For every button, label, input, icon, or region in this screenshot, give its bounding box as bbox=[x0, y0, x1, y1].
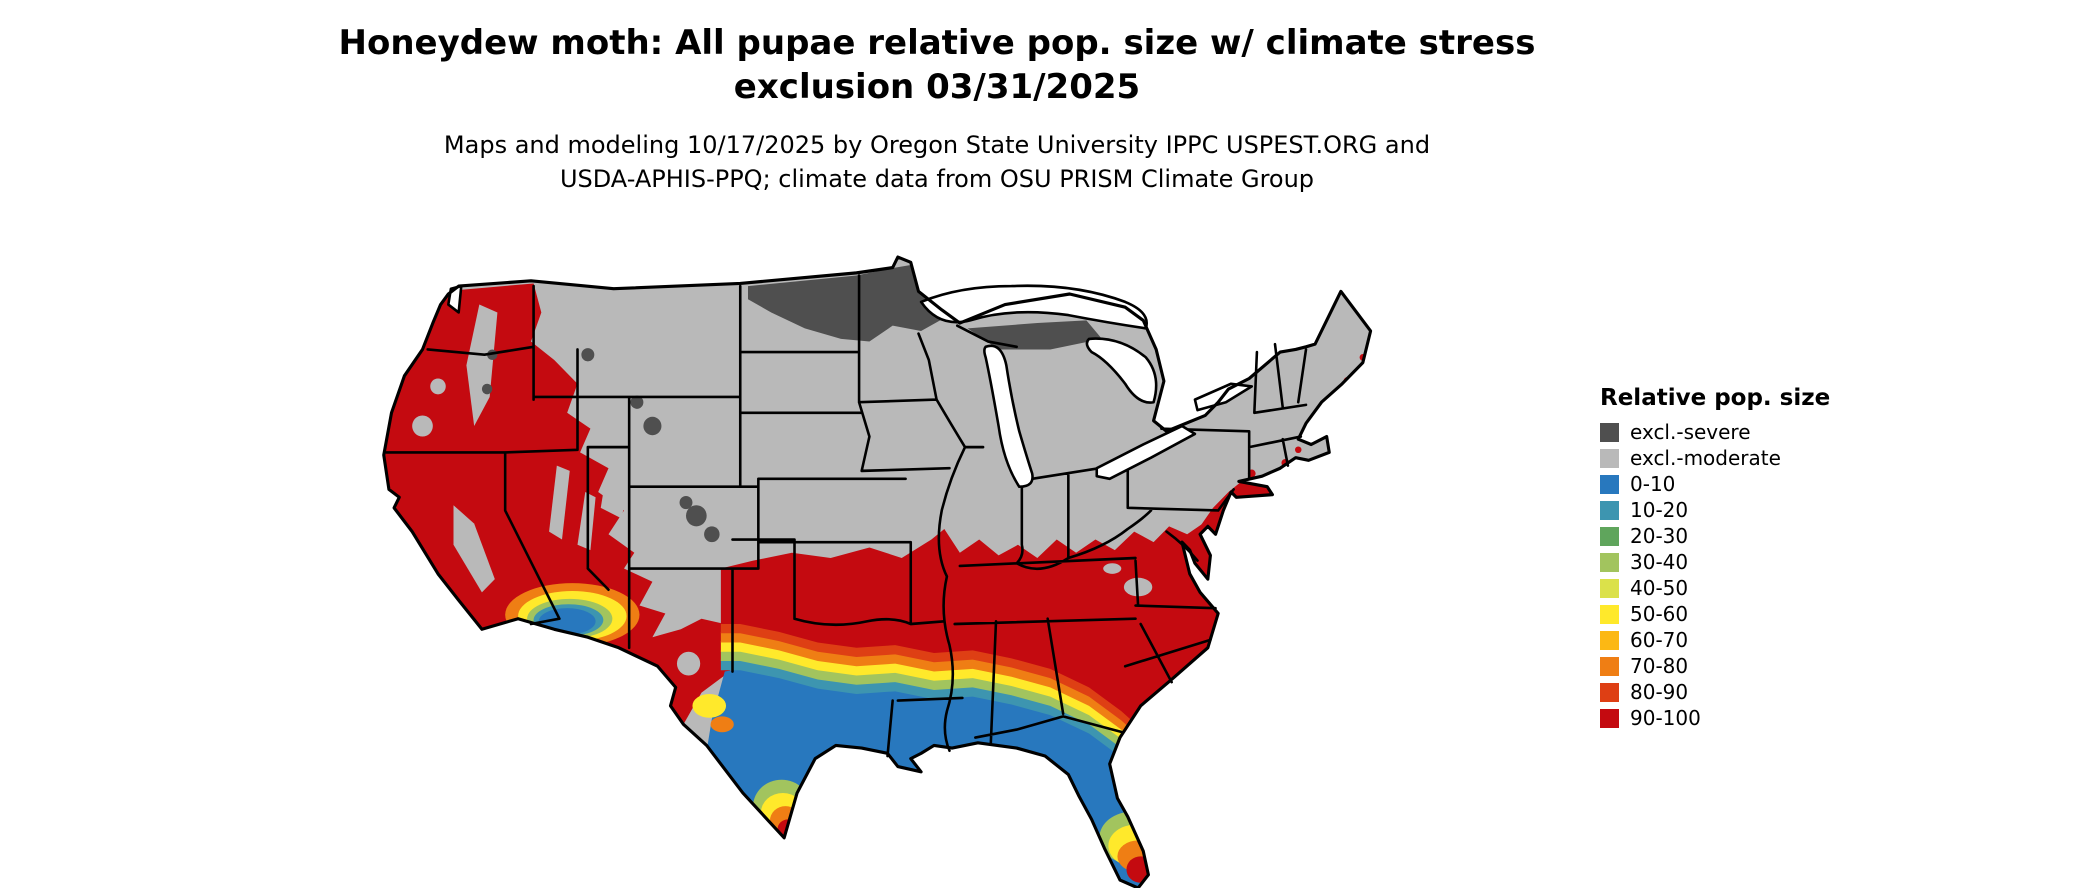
lake-huron bbox=[1085, 337, 1158, 404]
legend-swatch-70-80 bbox=[1600, 657, 1619, 676]
page-title: Honeydew moth: All pupae relative pop. s… bbox=[337, 22, 1537, 109]
legend-label: 40-50 bbox=[1630, 576, 1689, 600]
legend-item: 80-90 bbox=[1600, 680, 1830, 704]
legend-label: 70-80 bbox=[1630, 654, 1689, 678]
subtitle-line-1: Maps and modeling 10/17/2025 by Oregon S… bbox=[443, 131, 1431, 160]
us-outline bbox=[382, 255, 1373, 888]
lake-erie bbox=[1095, 424, 1197, 481]
legend-item: 60-70 bbox=[1600, 628, 1830, 652]
legend-swatch-80-90 bbox=[1600, 683, 1619, 702]
lake-michigan bbox=[983, 344, 1034, 489]
legend-item: 0-10 bbox=[1600, 472, 1830, 496]
legend-swatch-excl-moderate bbox=[1600, 449, 1619, 468]
region-southeast-90-100 bbox=[720, 523, 1257, 816]
region-excl-severe bbox=[481, 264, 1102, 543]
region-south-florida-bullseye bbox=[1099, 811, 1167, 883]
title-line-1: Honeydew moth: All pupae relative pop. s… bbox=[338, 23, 1536, 63]
legend-item: 10-20 bbox=[1600, 498, 1830, 522]
legend-item: 40-50 bbox=[1600, 576, 1830, 600]
header: Honeydew moth: All pupae relative pop. s… bbox=[337, 22, 1537, 196]
legend-label: 60-70 bbox=[1630, 628, 1689, 652]
legend-item: 50-60 bbox=[1600, 602, 1830, 626]
region-bigbend-orange bbox=[710, 716, 734, 733]
legend-label: 20-30 bbox=[1630, 524, 1689, 548]
legend-label: 80-90 bbox=[1630, 680, 1689, 704]
legend-item: 20-30 bbox=[1600, 524, 1830, 548]
legend-swatch-20-30 bbox=[1600, 527, 1619, 546]
legend-swatch-60-70 bbox=[1600, 631, 1619, 650]
legend-swatch-50-60 bbox=[1600, 605, 1619, 624]
legend-swatch-excl-severe bbox=[1600, 423, 1619, 442]
legend-swatch-90-100 bbox=[1600, 709, 1619, 728]
legend-item: excl.-severe bbox=[1600, 420, 1830, 444]
region-arizona-bullseye bbox=[505, 583, 640, 647]
legend-label: 50-60 bbox=[1630, 602, 1689, 626]
legend-swatch-10-20 bbox=[1600, 501, 1619, 520]
legend-swatch-40-50 bbox=[1600, 579, 1619, 598]
region-south-0-10 bbox=[688, 668, 1232, 888]
legend-swatch-30-40 bbox=[1600, 553, 1619, 572]
legend: Relative pop. size excl.-severe excl.-mo… bbox=[1600, 385, 1830, 735]
legend-swatch-0-10 bbox=[1600, 475, 1619, 494]
state-borders bbox=[385, 274, 1308, 758]
great-lakes bbox=[447, 284, 1254, 489]
title-line-2: exclusion 03/31/2025 bbox=[733, 66, 1141, 107]
legend-item: 70-80 bbox=[1600, 654, 1830, 678]
region-bigbend-yellow bbox=[692, 693, 727, 718]
legend-label: 90-100 bbox=[1630, 706, 1701, 730]
subtitle-line-2: USDA-APHIS-PPQ; climate data from OSU PR… bbox=[559, 164, 1315, 193]
legend-label: 30-40 bbox=[1630, 550, 1689, 574]
us-map-container bbox=[314, 228, 1554, 888]
page-subtitle: Maps and modeling 10/17/2025 by Oregon S… bbox=[337, 129, 1537, 196]
region-appalachian-gray-2 bbox=[1103, 563, 1122, 574]
legend-label: excl.-moderate bbox=[1630, 446, 1781, 470]
legend-label: 0-10 bbox=[1630, 472, 1676, 496]
legend-item: 90-100 bbox=[1600, 706, 1830, 730]
region-south-texas-bullseye bbox=[753, 779, 810, 838]
legend-title: Relative pop. size bbox=[1600, 385, 1831, 411]
us-map bbox=[382, 255, 1373, 888]
legend-item: excl.-moderate bbox=[1600, 446, 1830, 470]
region-delmarva-90-100 bbox=[1189, 534, 1211, 582]
legend-label: excl.-severe bbox=[1630, 420, 1751, 444]
legend-label: 10-20 bbox=[1630, 498, 1689, 522]
legend-item: 30-40 bbox=[1600, 550, 1830, 574]
